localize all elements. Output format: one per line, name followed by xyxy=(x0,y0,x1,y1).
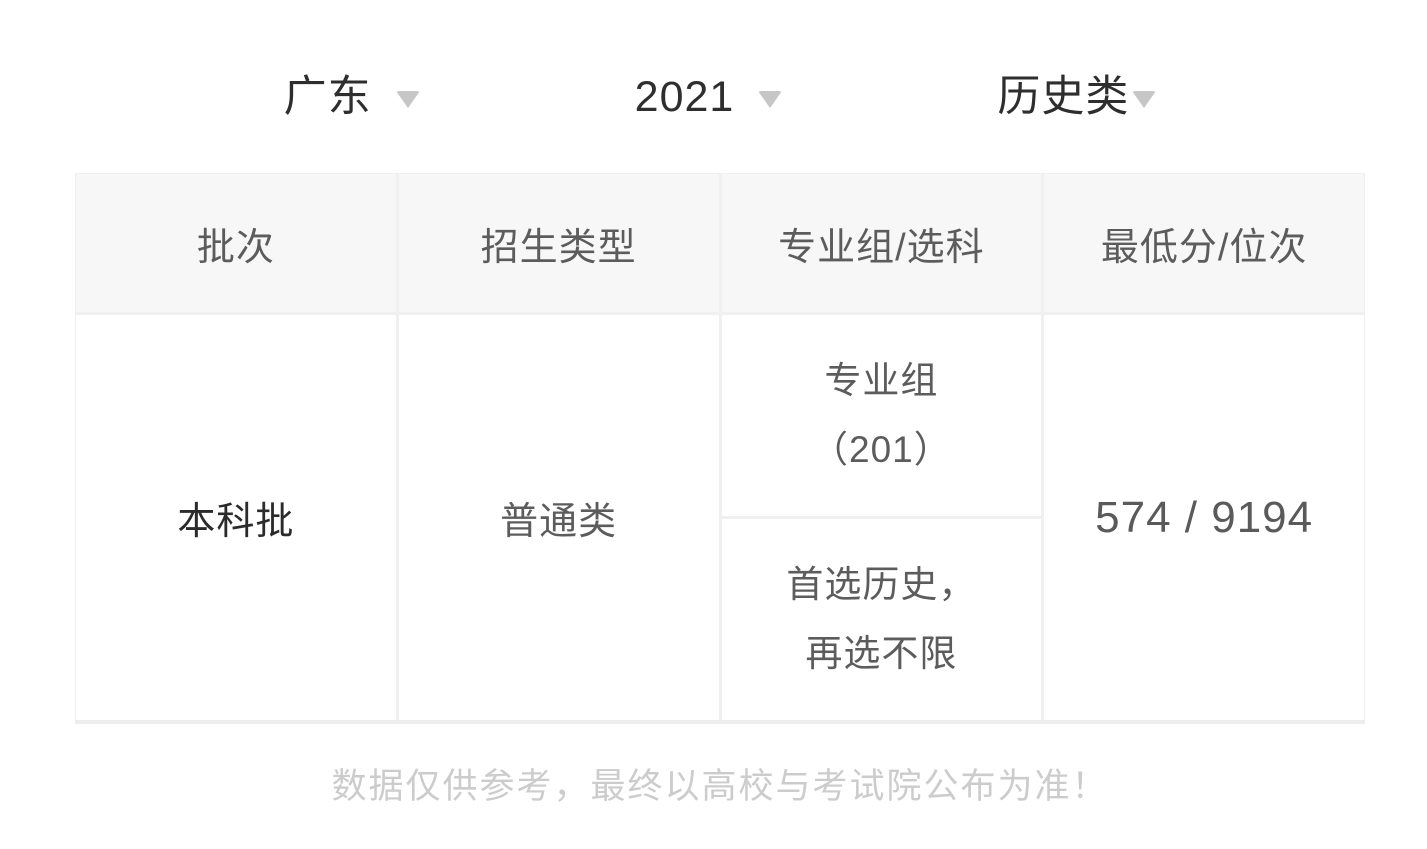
min-score-rank-cell: 574 / 9194 xyxy=(1044,315,1364,720)
category-dropdown[interactable]: 历史类 xyxy=(997,72,1157,121)
subject-requirement-line: 再选不限 xyxy=(805,632,958,674)
major-group-line: 专业组 xyxy=(824,360,939,402)
header-cell-batch: 批次 xyxy=(76,174,396,312)
major-group-subject-cell: 专业组 （201） 首选历史， 再选不限 xyxy=(721,315,1042,720)
caret-down-icon xyxy=(758,90,783,108)
admission-score-table: 批次 招生类型 专业组/选科 最低分/位次 本科批 普通类 专业组 （201） … xyxy=(75,173,1365,724)
province-dropdown-value: 广东 xyxy=(283,72,372,121)
year-dropdown[interactable]: 2021 xyxy=(634,72,783,121)
header-cell-admission-type: 招生类型 xyxy=(398,174,719,312)
category-dropdown-value: 历史类 xyxy=(997,72,1130,121)
caret-down-icon xyxy=(1132,90,1157,108)
major-group-code: （201） xyxy=(811,428,952,470)
header-cell-min-score: 最低分/位次 xyxy=(1044,174,1364,312)
header-cell-major-group: 专业组/选科 xyxy=(721,174,1042,312)
caret-down-icon xyxy=(395,90,420,108)
subject-requirement-line: 首选历史， xyxy=(786,564,977,606)
province-dropdown[interactable]: 广东 xyxy=(283,72,420,121)
admission-type-cell: 普通类 xyxy=(398,315,719,720)
year-dropdown-value: 2021 xyxy=(634,72,735,121)
major-group-subcell: 专业组 （201） xyxy=(721,315,1042,516)
batch-cell: 本科批 xyxy=(76,315,396,720)
subject-requirement-subcell: 首选历史， 再选不限 xyxy=(721,519,1042,720)
filter-bar: 广东 2021 历史类 xyxy=(75,55,1365,139)
disclaimer-text: 数据仅供参考，最终以高校与考试院公布为准！ xyxy=(331,767,1109,806)
